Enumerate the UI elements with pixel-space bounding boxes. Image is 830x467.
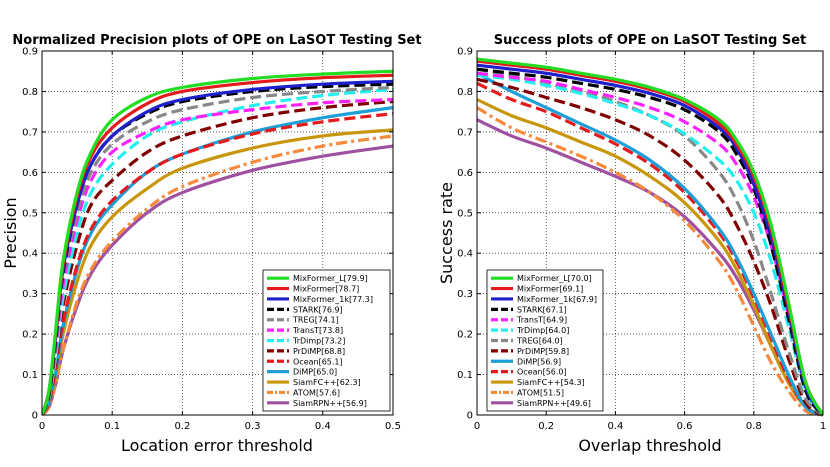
y-tick-label: 0 xyxy=(32,411,38,422)
legend-entry: TransT[64.9] xyxy=(516,316,567,325)
y-tick-label: 0.4 xyxy=(457,249,473,260)
x-tick-label: 0.2 xyxy=(538,421,554,432)
y-tick-label: 0.7 xyxy=(22,127,38,138)
x-tick-label: 0.8 xyxy=(746,421,762,432)
y-axis-label: Success rate xyxy=(437,182,456,284)
y-tick-label: 0.2 xyxy=(457,330,473,341)
series-line-mixformer-l xyxy=(477,57,823,416)
legend-entry: PrDiMP[59.8] xyxy=(517,347,569,356)
chart-title: Success plots of OPE on LaSOT Testing Se… xyxy=(494,33,807,48)
legend-entry: ATOM[51.5] xyxy=(517,388,564,397)
series-line-siamfc- xyxy=(477,98,823,417)
legend-entry: ATOM[57.6] xyxy=(293,388,340,397)
legend-entry: SiamFC++[62.3] xyxy=(293,378,361,387)
legend-entry: TREG[74.1] xyxy=(292,316,339,325)
legend-entry: Ocean[56.0] xyxy=(517,368,567,377)
y-tick-label: 0 xyxy=(467,411,473,422)
y-tick-label: 0.9 xyxy=(457,47,473,58)
legend-entry: TrDimp[73.2] xyxy=(292,337,345,346)
series-line-prdimp xyxy=(477,77,823,417)
legend-entry: SiamRPN++[56.9] xyxy=(293,399,367,408)
x-axis-label: Overlap threshold xyxy=(578,436,721,455)
series-lines xyxy=(477,57,823,417)
y-tick-label: 0.1 xyxy=(22,370,38,381)
x-tick-label: 0.4 xyxy=(315,421,331,432)
y-tick-label: 0.5 xyxy=(457,208,473,219)
plot-frame xyxy=(41,50,394,416)
series-line-mixformer-l xyxy=(42,69,393,416)
legend-entry: MixFormer_1k[67.9] xyxy=(517,295,597,304)
series-line-atom xyxy=(477,106,823,417)
y-tick-label: 0.7 xyxy=(457,127,473,138)
legend: MixFormer_L[79.9] MixFormer[78.7]MixForme… xyxy=(262,269,391,412)
x-tick-label: 0.5 xyxy=(385,421,401,432)
x-tick-label: 0 xyxy=(39,421,45,432)
legend-entry: MixFormer_L[79.9] xyxy=(293,274,368,283)
chart-1: 0 0.1 0.2 0.3 0.4 0.5 0 0.1 0.2 0.3 0.4 0.5 0.6 0.7 0.… xyxy=(1,33,422,455)
chart-2: 0 0.2 0.4 0.6 0.8 1 0 0.1 0.2 0.3 0.4 0.5 0.6 0.7 0.8 0… xyxy=(437,33,826,455)
x-tick-label: 0.6 xyxy=(677,421,693,432)
legend-entry: DiMP[65.0] xyxy=(293,368,337,377)
x-axis-label: Location error threshold xyxy=(121,436,313,455)
y-tick-label: 0.1 xyxy=(457,370,473,381)
y-tick-label: 0.8 xyxy=(457,87,473,98)
series-line-ocean xyxy=(477,81,823,417)
y-tick-label: 0.6 xyxy=(457,168,473,179)
x-tick-label: 0.1 xyxy=(104,421,120,432)
y-tick-label: 0.4 xyxy=(22,249,38,260)
x-tick-label: 0.3 xyxy=(245,421,261,432)
plot-frame xyxy=(476,50,824,416)
x-tick-label: 0.4 xyxy=(607,421,623,432)
y-tick-label: 0.3 xyxy=(22,289,38,300)
legend-entry: STARK[67.1] xyxy=(517,305,567,314)
series-line-atom xyxy=(42,134,393,417)
legend-entry: STARK[76.9] xyxy=(293,305,343,314)
legend-entry: TREG[64.0] xyxy=(516,337,563,346)
series-line-dimp xyxy=(477,71,823,417)
legend-entry: MixFormer_L[70.0] xyxy=(517,274,592,283)
legend-entry: MixFormer[69.1] xyxy=(517,285,583,294)
legend-entry: DiMP[56.9] xyxy=(517,357,561,366)
chart-title: Normalized Precision plots of OPE on LaS… xyxy=(12,33,421,48)
legend-entry: PrDiMP[68.8] xyxy=(293,347,345,356)
x-tick-label: 1 xyxy=(820,421,826,432)
y-tick-label: 0.9 xyxy=(22,47,38,58)
legend-entry: MixFormer_1k[77.3] xyxy=(293,295,373,304)
legend-entry: TransT[73.8] xyxy=(292,326,343,335)
y-tick-label: 0.3 xyxy=(457,289,473,300)
legend-entry: MixFormer[78.7] xyxy=(293,285,359,294)
legend: MixFormer_L[70.0] MixFormer[69.1]MixForme… xyxy=(486,269,604,412)
y-axis-label: Precision xyxy=(1,197,20,268)
legend-entry: SiamFC++[54.3] xyxy=(517,378,585,387)
x-tick-label: 0.2 xyxy=(174,421,190,432)
legend-entry: SiamRPN++[49.6] xyxy=(517,399,591,408)
legend-entry: TrDimp[64.0] xyxy=(516,326,569,335)
y-tick-label: 0.5 xyxy=(22,208,38,219)
legend-entry: Ocean[65.1] xyxy=(293,357,343,366)
y-tick-label: 0.2 xyxy=(22,330,38,341)
y-tick-label: 0.6 xyxy=(22,168,38,179)
series-lines xyxy=(42,69,393,417)
series-line-trdimp xyxy=(477,73,823,417)
series-line-trdimp xyxy=(42,87,393,416)
series-line-treg xyxy=(477,67,823,417)
legend-box xyxy=(262,269,391,412)
series-line-stark xyxy=(477,67,823,417)
series-line-siamrpn- xyxy=(42,144,393,417)
series-line-dimp xyxy=(42,106,393,416)
y-tick-label: 0.8 xyxy=(22,87,38,98)
x-tick-label: 0 xyxy=(474,421,480,432)
